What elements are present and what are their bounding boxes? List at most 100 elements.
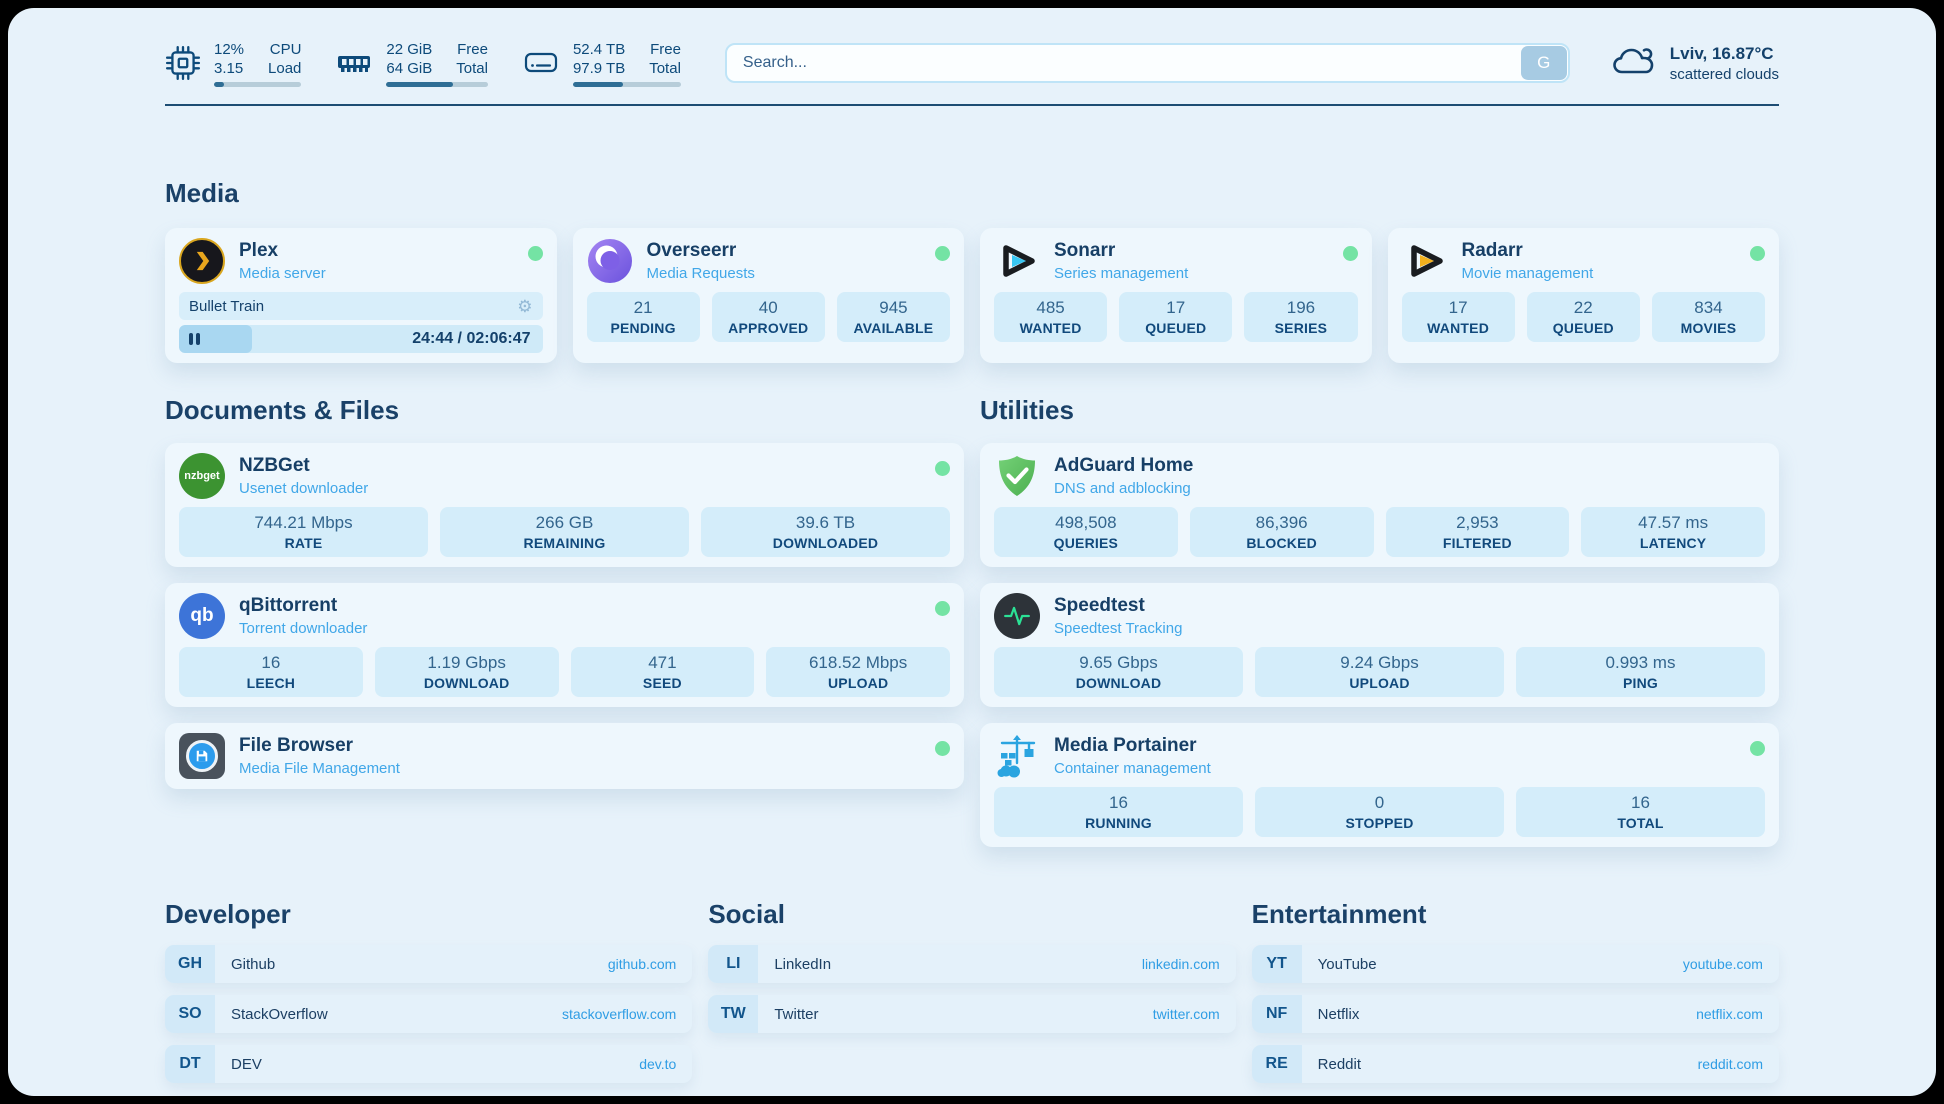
filebrowser-subtitle: Media File Management [239,760,400,777]
qbittorrent-status-dot [935,601,950,616]
speedtest-icon [994,593,1040,639]
overseerr-subtitle: Media Requests [646,265,755,282]
gear-icon[interactable]: ⚙ [517,296,533,316]
ram-progress-fill [386,81,454,87]
radarr-icon [1402,238,1448,284]
portainer-stat-running: 16 RUNNING [994,787,1243,837]
sonarr-stat-queued: 17 QUEUED [1119,292,1233,342]
bookmark-url: twitter.com [1152,1006,1220,1022]
bookmark-name: LinkedIn [774,955,832,973]
search-bar: G [724,43,1570,83]
portainer-stat-total: 16 TOTAL [1516,787,1765,837]
overseerr-stat-pending: 21 PENDING [586,292,700,342]
ram-label-2: Total [456,59,488,77]
bookmark-url: reddit.com [1697,1056,1763,1072]
nzbget-stat-downloaded: 39.6 TB DOWNLOADED [701,507,950,557]
bookmark-name: YouTube [1317,955,1377,973]
qbittorrent-icon: qb [179,593,225,639]
nzbget-title: NZBGet [239,455,310,476]
nzbget-card[interactable]: nzbget NZBGet Usenet downloader 744.21 M… [165,443,964,567]
bookmark-netflix[interactable]: NF Netflix netflix.com [1251,995,1779,1033]
adguard-card[interactable]: AdGuard Home DNS and adblocking 498,508 … [980,443,1779,567]
plex-card[interactable]: Plex Media server Bullet Train ⚙ 24:44 /… [165,228,557,363]
bookmark-abbr: LI [708,945,759,983]
qbittorrent-subtitle: Torrent downloader [239,620,368,637]
cpu-load-value: 3.15 [214,59,244,77]
bookmark-abbr: NF [1251,995,1302,1033]
bookmark-reddit[interactable]: RE Reddit reddit.com [1251,1045,1779,1083]
plex-icon [179,238,225,284]
speedtest-stat-upload: 9.24 Gbps UPLOAD [1255,647,1504,697]
bookmark-abbr: TW [708,995,759,1033]
ram-label-1: Free [457,40,488,58]
overseerr-stat-approved: 40 APPROVED [711,292,825,342]
bookmark-github[interactable]: GH Github github.com [165,945,693,983]
qbittorrent-stat-download: 1.19 Gbps DOWNLOAD [374,647,559,697]
radarr-status-dot [1750,246,1765,261]
search-input[interactable] [724,43,1570,83]
bookmark-youtube[interactable]: YT YouTube youtube.com [1251,945,1779,983]
speedtest-stat-download: 9.65 Gbps DOWNLOAD [994,647,1243,697]
bookmark-dev[interactable]: DT DEV dev.to [165,1045,693,1083]
section-title-entertainment: Entertainment [1251,899,1427,929]
qbittorrent-title: qBittorrent [239,595,338,616]
qbittorrent-card[interactable]: qb qBittorrent Torrent downloader 16 LEE… [165,583,964,707]
cpu-stat: 12% 3.15 CPU Load [165,40,302,87]
portainer-subtitle: Container management [1054,760,1211,777]
sonarr-subtitle: Series management [1054,265,1189,282]
filebrowser-title: File Browser [239,735,354,756]
nzbget-icon: nzbget [179,453,225,499]
ram-progress-bar [386,81,488,87]
bookmark-linkedin[interactable]: LI LinkedIn linkedin.com [708,945,1236,983]
cloud-icon [1610,43,1658,84]
bookmark-name: Twitter [774,1005,819,1023]
top-bar: 12% 3.15 CPU Load [165,38,1779,88]
overseerr-icon [587,238,633,284]
bookmark-twitter[interactable]: TW Twitter twitter.com [708,995,1236,1033]
overseerr-card[interactable]: Overseerr Media Requests 21 PENDING 40 A… [572,228,964,363]
radarr-card[interactable]: Radarr Movie management 17 WANTED 22 QUE… [1387,228,1779,363]
bookmark-abbr: RE [1251,1045,1302,1083]
bookmark-name: Reddit [1317,1055,1362,1073]
radarr-subtitle: Movie management [1461,265,1594,282]
bookmark-abbr: DT [165,1045,215,1083]
radarr-stat-movies: 834 MOVIES [1651,292,1766,342]
sonarr-title: Sonarr [1054,240,1116,261]
filebrowser-card[interactable]: File Browser Media File Management [165,723,964,789]
adguard-subtitle: DNS and adblocking [1054,480,1191,497]
radarr-stat-wanted: 17 WANTED [1401,292,1515,342]
system-stats: 12% 3.15 CPU Load [165,40,681,87]
overseerr-title: Overseerr [646,240,737,261]
adguard-stat-latency: 47.57 ms LATENCY [1581,507,1765,557]
plex-progress-time: 24:44 / 02:06:47 [412,330,531,347]
portainer-card[interactable]: Media Portainer Container management 16 … [980,723,1779,847]
bookmark-url: netflix.com [1696,1006,1763,1022]
bookmark-name: Netflix [1317,1005,1360,1023]
topbar-divider [165,104,1779,106]
speedtest-card[interactable]: Speedtest Speedtest Tracking 9.65 Gbps D… [980,583,1779,707]
dashboard-page: 12% 3.15 CPU Load [8,8,1936,1096]
bookmark-url: linkedin.com [1141,956,1220,972]
disk-label-1: Free [650,40,681,58]
radarr-stat-queued: 22 QUEUED [1526,292,1640,342]
bookmark-abbr: GH [165,945,215,983]
nzbget-status-dot [935,461,950,476]
weather-widget: Lviv, 16.87°C scattered clouds [1610,43,1779,84]
section-title-documents: Documents & Files [165,395,400,425]
portainer-stat-stopped: 0 STOPPED [1255,787,1504,837]
sonarr-stat-wanted: 485 WANTED [994,292,1108,342]
disk-total-value: 97.9 TB [572,59,626,77]
adguard-stat-queries: 498,508 QUERIES [994,507,1178,557]
portainer-status-dot [1750,741,1765,756]
bookmark-stackoverflow[interactable]: SO StackOverflow stackoverflow.com [165,995,693,1033]
bookmark-name: Github [231,955,276,973]
sonarr-status-dot [1342,246,1358,261]
cpu-progress-fill [214,81,225,87]
bookmark-url: github.com [607,956,677,972]
google-search-button[interactable]: G [1520,46,1567,80]
sonarr-card[interactable]: Sonarr Series management 485 WANTED 17 Q… [980,228,1372,363]
plex-now-playing-row: Bullet Train ⚙ [179,292,543,320]
sonarr-stat-series: 196 SERIES [1244,292,1358,342]
portainer-title: Media Portainer [1054,735,1197,756]
pause-icon [189,333,200,345]
